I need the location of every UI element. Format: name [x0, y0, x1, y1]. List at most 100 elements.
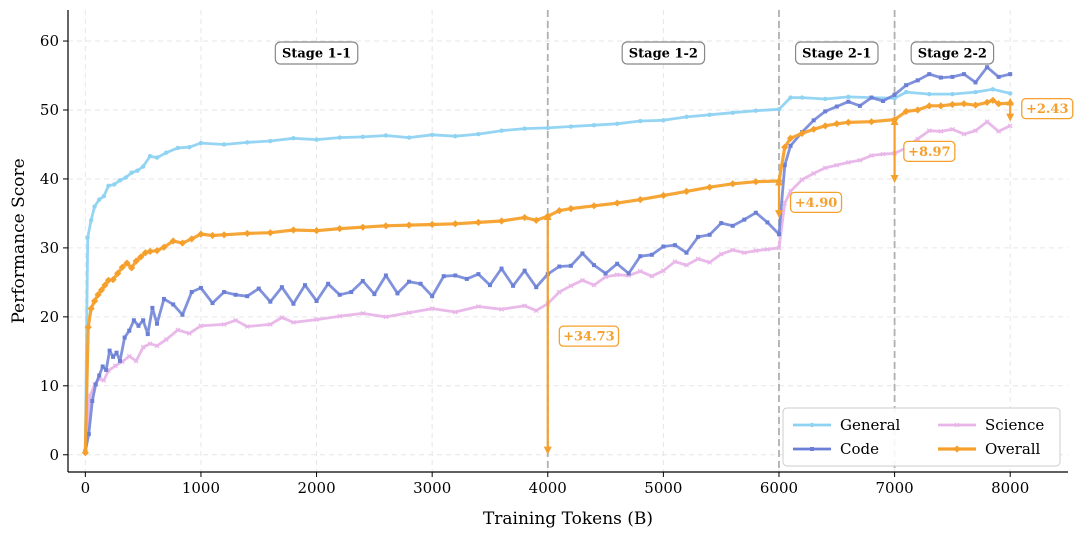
stage-label: Stage 2-2	[918, 47, 987, 62]
data-point-general	[101, 193, 107, 199]
data-point-science	[198, 323, 204, 329]
data-point-overall	[995, 100, 1003, 108]
data-point-science	[799, 177, 805, 183]
data-point-general	[753, 108, 759, 113]
data-point-general	[314, 137, 319, 142]
data-point-general	[638, 118, 643, 124]
data-point-general	[568, 124, 574, 129]
data-point-code	[279, 285, 284, 290]
y-tick-label: 60	[40, 32, 59, 50]
legend-box	[782, 407, 1061, 467]
data-point-science	[741, 250, 747, 256]
data-point-code	[603, 271, 608, 276]
data-point-code	[180, 312, 185, 317]
series-science	[82, 119, 1013, 455]
data-point-science	[556, 289, 562, 295]
stage-label: Stage 1-1	[282, 47, 351, 62]
data-point-science	[452, 309, 458, 315]
legend-item-overall: Overall	[938, 440, 1041, 458]
data-point-code	[881, 99, 886, 104]
data-point-overall	[84, 323, 92, 331]
data-point-code	[580, 251, 585, 256]
stage-boundaries	[546, 10, 896, 472]
data-point-general	[776, 107, 782, 112]
data-point-science	[996, 128, 1002, 134]
data-point-science	[499, 306, 504, 312]
data-point-code	[131, 318, 136, 323]
data-point-code	[672, 243, 677, 248]
data-point-general	[187, 145, 192, 150]
data-point-general	[545, 125, 550, 131]
data-point-overall	[867, 118, 876, 126]
data-point-code	[107, 348, 112, 353]
data-point-general	[175, 145, 181, 151]
data-point-science	[637, 268, 643, 274]
data-point-code	[823, 109, 828, 114]
data-point-code	[499, 266, 504, 271]
annotations: +34.73 +4.90 +8.97 +2.43	[543, 97, 1074, 455]
data-point-code	[93, 382, 98, 387]
gain-label-box	[789, 191, 843, 214]
data-point-code	[210, 301, 215, 306]
x-tick-label: 5000	[644, 479, 682, 497]
data-point-overall	[178, 239, 187, 247]
data-point-general	[990, 87, 996, 92]
data-point-science	[163, 337, 169, 343]
data-point-general	[499, 128, 504, 133]
data-point-overall	[983, 98, 991, 106]
data-point-science	[926, 128, 932, 134]
data-point-science	[568, 283, 574, 289]
data-point-science	[147, 341, 153, 347]
data-point-overall	[160, 243, 168, 251]
stage-label-box	[794, 41, 879, 65]
data-point-overall	[101, 281, 109, 289]
data-point-code	[638, 254, 643, 259]
data-point-code	[973, 80, 978, 85]
x-tick-label: 0	[81, 479, 91, 497]
data-point-overall	[266, 229, 274, 237]
stage-label-box	[621, 41, 706, 65]
data-point-general	[92, 204, 97, 209]
data-point-science	[337, 313, 343, 319]
gain-label: +34.73	[563, 330, 615, 345]
data-point-general	[360, 134, 365, 140]
data-point-general	[799, 95, 805, 100]
data-point-general	[337, 135, 342, 140]
data-point-science	[406, 310, 412, 316]
data-point-code	[753, 210, 758, 215]
data-point-overall	[497, 217, 506, 225]
data-point-general	[684, 114, 689, 120]
data-point-overall	[81, 449, 89, 457]
data-point-overall	[188, 235, 196, 243]
data-point-code	[395, 291, 400, 296]
data-point-science	[244, 324, 250, 329]
data-point-code	[511, 283, 516, 288]
data-point-science	[973, 128, 978, 134]
data-point-overall	[220, 231, 228, 239]
data-point-code	[245, 294, 250, 299]
data-point-general	[1007, 91, 1013, 96]
data-point-general	[85, 235, 90, 240]
data-point-science	[660, 268, 666, 274]
data-point-code	[145, 332, 150, 337]
data-point-science	[291, 319, 296, 325]
data-point-code	[534, 285, 539, 290]
data-point-code	[383, 273, 388, 278]
data-point-science	[776, 245, 782, 251]
data-point-science	[360, 310, 366, 316]
legend-marker-general	[809, 422, 815, 428]
data-point-general	[892, 96, 897, 101]
legend-label-code: Code	[840, 440, 879, 458]
data-point-code	[915, 78, 920, 83]
data-point-overall	[636, 196, 644, 204]
data-point-overall	[104, 276, 113, 284]
data-point-code	[198, 285, 203, 290]
data-point-overall	[94, 291, 102, 299]
data-point-code	[136, 323, 141, 328]
x-tick-label: 7000	[875, 479, 913, 497]
y-axis-title: Performance Score	[9, 158, 29, 323]
data-point-code	[256, 286, 261, 291]
data-point-general	[522, 126, 527, 131]
data-point-code	[649, 252, 654, 257]
